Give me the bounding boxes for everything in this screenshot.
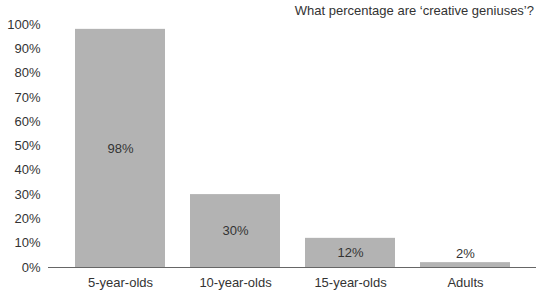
svg-text:40%: 40% [14, 162, 40, 177]
svg-text:15-year-olds: 15-year-olds [314, 275, 387, 290]
html-text:What percentage are ‘creative: What percentage are ‘creative geniuses’? [294, 3, 534, 18]
svg-text:70%: 70% [14, 90, 40, 105]
svg-text:90%: 90% [14, 41, 40, 56]
svg-text:60%: 60% [14, 114, 40, 129]
svg-text:10-year-olds: 10-year-olds [199, 275, 272, 290]
svg-text:30%: 30% [222, 223, 248, 238]
svg-text:80%: 80% [14, 65, 40, 80]
svg-text:5-year-olds: 5-year-olds [88, 275, 154, 290]
svg-text:12%: 12% [337, 245, 363, 260]
svg-text:98%: 98% [107, 141, 133, 156]
svg-text:Adults: Adults [447, 275, 484, 290]
svg-text:50%: 50% [14, 138, 40, 153]
svg-text:0%: 0% [22, 260, 41, 275]
svg-text:2%: 2% [456, 246, 475, 261]
svg-text:10%: 10% [14, 235, 40, 250]
svg-text:30%: 30% [14, 187, 40, 202]
svg-text:20%: 20% [14, 211, 40, 226]
svg-text:100%: 100% [7, 17, 41, 32]
